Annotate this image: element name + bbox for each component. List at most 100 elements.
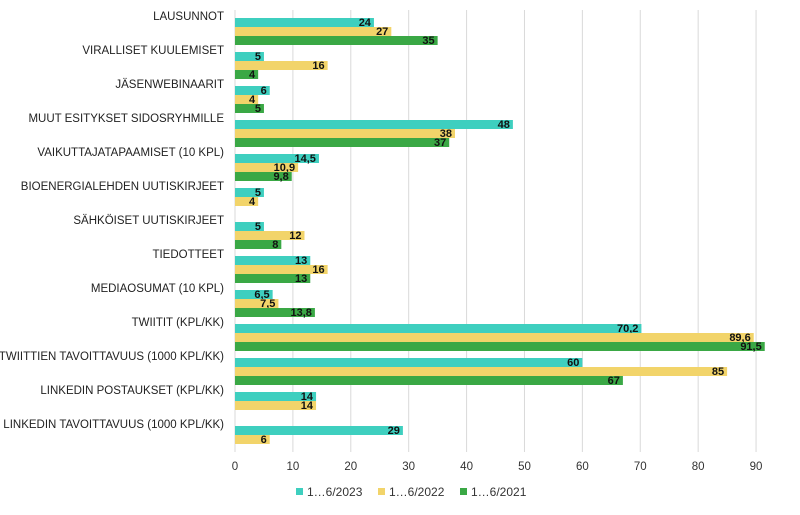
data-label: 5 (255, 221, 261, 233)
data-label: 70,2 (617, 323, 638, 335)
data-label: 8 (272, 239, 278, 251)
gridlines (234, 10, 757, 452)
data-label: 60 (567, 357, 579, 369)
legend-label: 1…6/2023 (307, 485, 363, 499)
data-label: 13,8 (290, 307, 311, 319)
bar-2 (235, 299, 279, 308)
category-label: VIRALLISET KUULEMISET (82, 45, 224, 57)
data-label: 38 (440, 128, 452, 140)
data-label: 27 (376, 26, 388, 38)
bar-2 (235, 333, 754, 342)
bar-2 (235, 163, 299, 172)
bar-2 (235, 231, 305, 240)
x-axis-ticks: 0 10 20 30 40 50 60 70 80 90 (232, 461, 763, 473)
bar-2 (235, 95, 259, 104)
bar-2 (235, 27, 392, 36)
bar-3 (235, 138, 450, 147)
data-label: 29 (388, 425, 400, 437)
data-label: 16 (312, 264, 324, 276)
data-label: 14 (301, 400, 314, 412)
x-tick-label: 20 (344, 461, 357, 473)
bar-1 (235, 358, 583, 367)
bar-2 (235, 265, 328, 274)
bar-2 (235, 61, 328, 70)
bar-2 (235, 435, 270, 444)
bar-3 (235, 376, 623, 385)
bar-2 (235, 367, 728, 376)
legend-swatch (460, 488, 467, 495)
legend-swatch (296, 488, 303, 495)
data-label: 35 (422, 35, 434, 47)
x-tick-label: 80 (692, 461, 705, 473)
x-tick-label: 70 (634, 461, 647, 473)
data-label: 24 (359, 17, 372, 29)
bar-1 (235, 120, 513, 129)
category-label: LINKEDIN POSTAUKSET (KPL/KK) (40, 385, 224, 397)
x-tick-label: 50 (518, 461, 531, 473)
data-label: 7,5 (260, 298, 275, 310)
category-label: VAIKUTTAJATAPAAMISET (10 KPL) (37, 147, 224, 159)
category-label: TWIITIT (KPL/KK) (132, 317, 225, 329)
bar-1 (235, 256, 311, 265)
data-label: 14,5 (295, 153, 316, 165)
category-label: TWIITTIEN TAVOITTAVUUS (1000 KPL/KK) (0, 351, 224, 363)
data-label: 6 (261, 434, 267, 446)
data-label: 48 (498, 119, 510, 131)
bar-1 (235, 392, 317, 401)
bar-2 (235, 401, 317, 410)
data-label: 14 (301, 391, 314, 403)
bar-3 (235, 308, 315, 317)
bar-2 (235, 197, 259, 206)
data-label: 37 (434, 137, 446, 149)
bar-3 (235, 36, 438, 45)
bar-1 (235, 426, 403, 435)
x-tick-label: 30 (402, 461, 415, 473)
category-label: SÄHKÖISET UUTISKIRJEET (73, 215, 224, 227)
data-label: 85 (712, 366, 724, 378)
bar-2 (235, 129, 455, 138)
x-tick-label: 90 (750, 461, 763, 473)
bar-3 (235, 274, 311, 283)
x-tick-label: 10 (286, 461, 299, 473)
data-label: 4 (249, 94, 256, 106)
bar-1 (235, 324, 642, 333)
bar-3 (235, 342, 765, 351)
data-label: 9,8 (273, 171, 288, 183)
data-label: 89,6 (729, 332, 750, 344)
data-label: 5 (255, 51, 261, 63)
bar-3 (235, 240, 282, 249)
data-label: 91,5 (740, 341, 761, 353)
data-label: 12 (289, 230, 301, 242)
bar-3 (235, 104, 264, 113)
legend: 1…6/2023 1…6/2022 1…6/2021 (296, 485, 527, 499)
legend-swatch (378, 488, 385, 495)
category-labels: LAUSUNNOT VIRALLISET KUULEMISET JÄSENWEBIN… (0, 11, 224, 431)
data-label: 67 (608, 375, 620, 387)
data-label: 4 (249, 196, 256, 208)
data-label: 5 (255, 103, 261, 115)
bar-1 (235, 188, 264, 197)
data-label: 5 (255, 187, 261, 199)
x-tick-label: 0 (232, 461, 238, 473)
bar-1 (235, 222, 264, 231)
bars: 242735516464548383714,510,99,85451281316… (235, 17, 765, 446)
bar-3 (235, 70, 259, 79)
bar-1 (235, 86, 270, 95)
data-label: 10,9 (274, 162, 295, 174)
data-label: 13 (295, 273, 307, 285)
bar-1 (235, 18, 374, 27)
category-label: MUUT ESITYKSET SIDOSRYHMILLE (28, 113, 224, 125)
bar-3 (235, 172, 292, 181)
data-label: 4 (249, 69, 256, 81)
bar-1 (235, 290, 273, 299)
data-label: 6,5 (254, 289, 269, 301)
x-tick-label: 40 (460, 461, 473, 473)
category-label: JÄSENWEBINAARIT (115, 79, 224, 91)
category-label: LINKEDIN TAVOITTAVUUS (1000 KPL/KK) (3, 419, 224, 431)
data-label: 16 (312, 60, 324, 72)
data-label: 13 (295, 255, 307, 267)
category-label: BIOENERGIALEHDEN UUTISKIRJEET (21, 181, 224, 193)
data-label: 6 (261, 85, 267, 97)
bar-1 (235, 52, 264, 61)
